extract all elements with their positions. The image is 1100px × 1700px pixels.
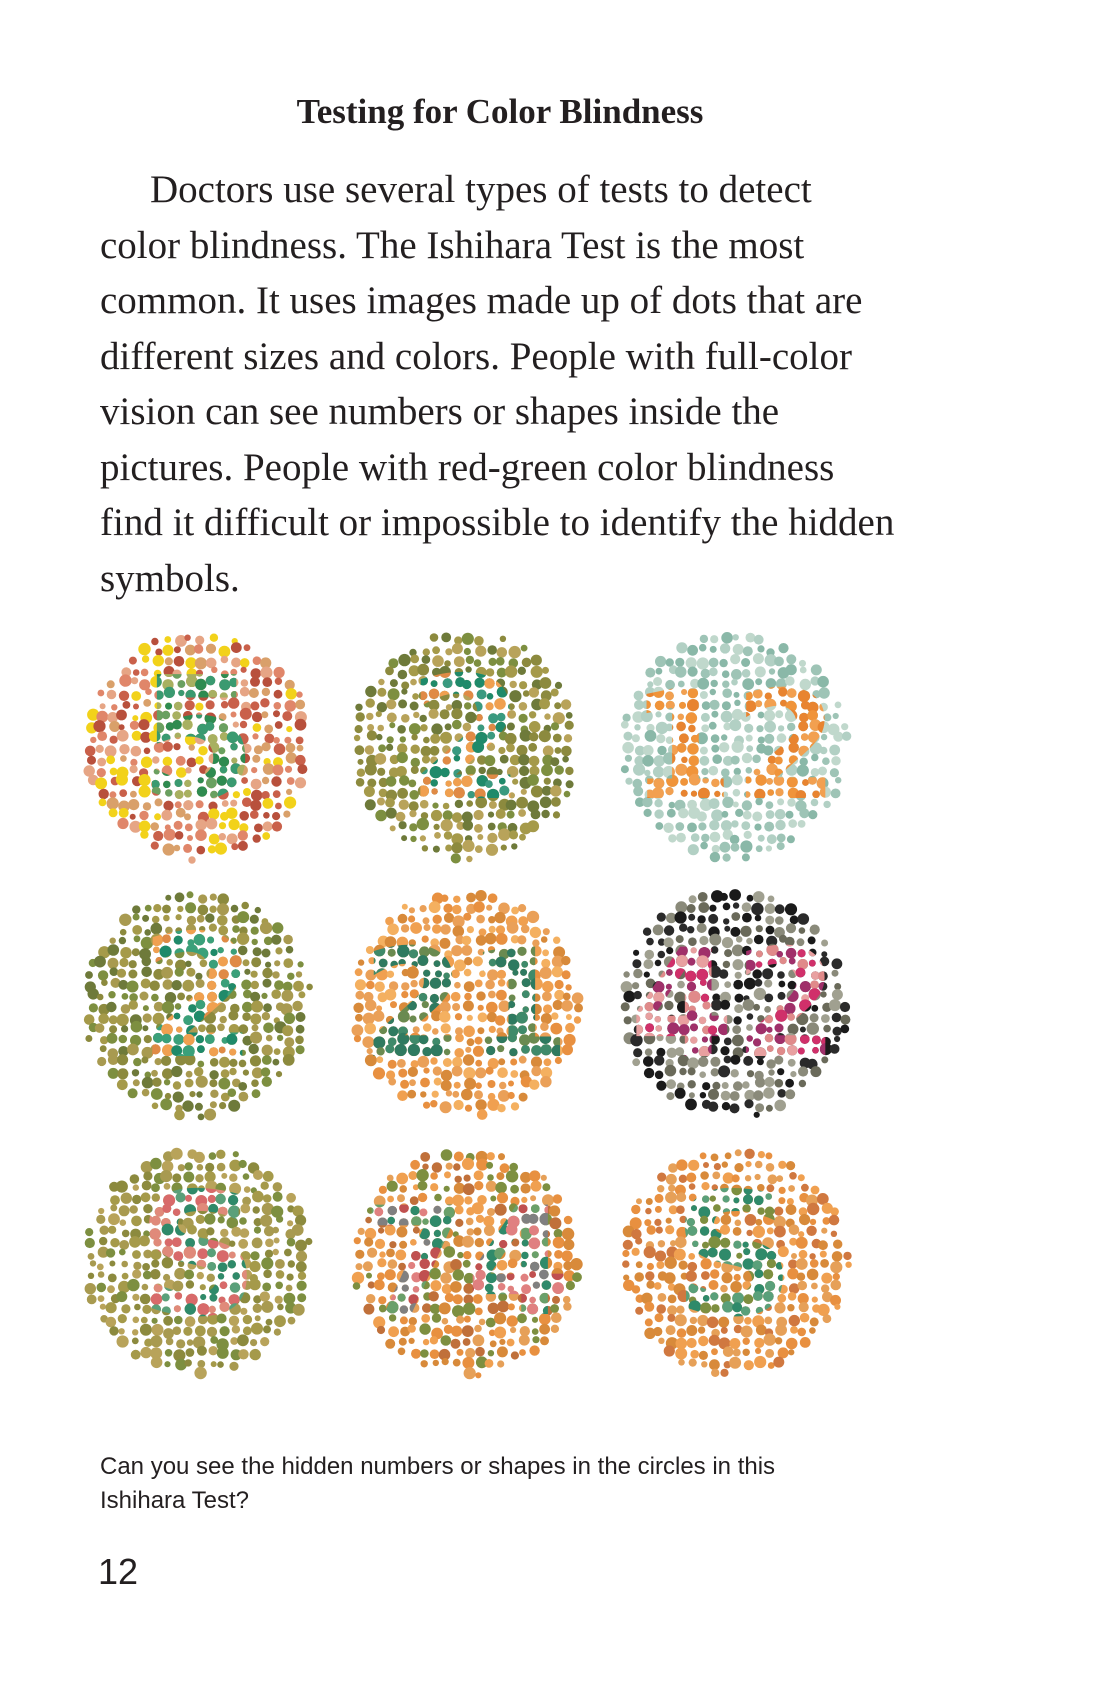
figure-caption: Can you see the hidden numbers or shapes… (100, 1453, 776, 1514)
ishihara-plate: 21 (351, 890, 584, 1120)
ishihara-plate: S (622, 1148, 852, 1377)
ishihara-plates-svg: 521222142S74S (83, 632, 852, 1380)
ishihara-plate: 12 (620, 632, 852, 863)
ishihara-plate: 42 (620, 889, 851, 1118)
page-number: 12 (98, 1551, 139, 1592)
ishihara-plate: 5 (83, 633, 308, 864)
ishihara-plates-figure: 521222142S74S (78, 628, 918, 1428)
body-paragraph: Doctors use several types of tests to de… (100, 168, 895, 600)
ishihara-plate: 74 (351, 1149, 583, 1380)
ishihara-plate: 2 (353, 632, 574, 864)
page-heading: Testing for Color Blindness (296, 92, 704, 131)
ishihara-plate: 2 (83, 891, 313, 1121)
ishihara-plate: S (84, 1147, 313, 1380)
